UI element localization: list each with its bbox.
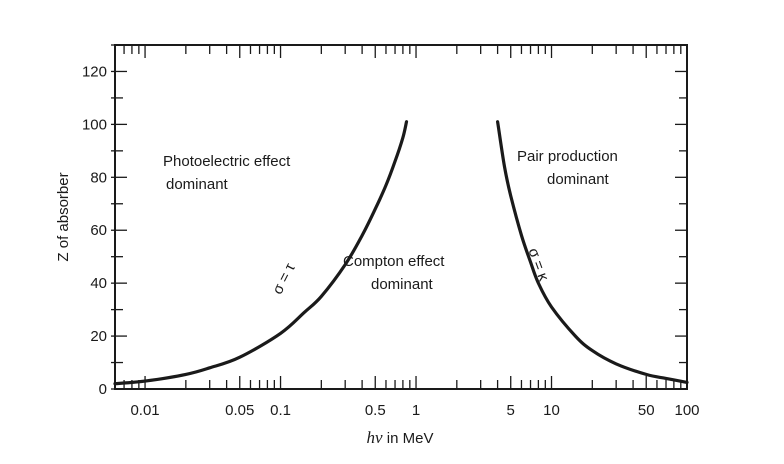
y-tick-label: 60 [90, 222, 107, 239]
x-tick-label: 1 [412, 402, 420, 419]
region-label-pair-line1: Pair production [517, 148, 618, 165]
photoelectric-compton-boundary [113, 120, 409, 386]
x-tick-label: 100 [674, 402, 699, 419]
region-label-pair-line2: dominant [547, 171, 610, 188]
region-label-photo-line1: Photoelectric effect [163, 153, 291, 170]
compton-pair-boundary [496, 120, 689, 384]
x-tick-label: 5 [507, 402, 515, 419]
y-tick-label: 100 [82, 116, 107, 133]
y-axis-title: Z of absorber [55, 172, 72, 261]
y-tick-label: 0 [99, 381, 107, 398]
y-tick-label: 20 [90, 328, 107, 345]
y-tick-labels: 0 20 40 60 80 100 120 [82, 63, 107, 398]
region-label-compton-line1: Compton effect [343, 253, 445, 270]
y-tick-label: 120 [82, 63, 107, 80]
region-label-compton-line2: dominant [371, 276, 434, 293]
plot-frame [114, 44, 688, 390]
x-tick-label: 0.05 [225, 402, 254, 419]
curves [113, 120, 689, 386]
curve-label-pair: σ = κ [524, 246, 552, 284]
region-label-photo-line2: dominant [166, 176, 229, 193]
x-tick-label: 0.1 [270, 402, 291, 419]
curve-label-photo: σ = τ [269, 261, 299, 298]
x-tick-label: 50 [638, 402, 655, 419]
x-axis-title: hν in MeV [367, 428, 434, 447]
y-tick-label: 40 [90, 275, 107, 292]
tick-marks [111, 44, 688, 390]
x-tick-labels: 0.01 0.05 0.1 0.5 1 5 10 50 100 [130, 402, 699, 419]
x-tick-label: 0.5 [365, 402, 386, 419]
x-tick-label: 10 [543, 402, 560, 419]
y-tick-label: 80 [90, 169, 107, 186]
x-tick-label: 0.01 [130, 402, 159, 419]
